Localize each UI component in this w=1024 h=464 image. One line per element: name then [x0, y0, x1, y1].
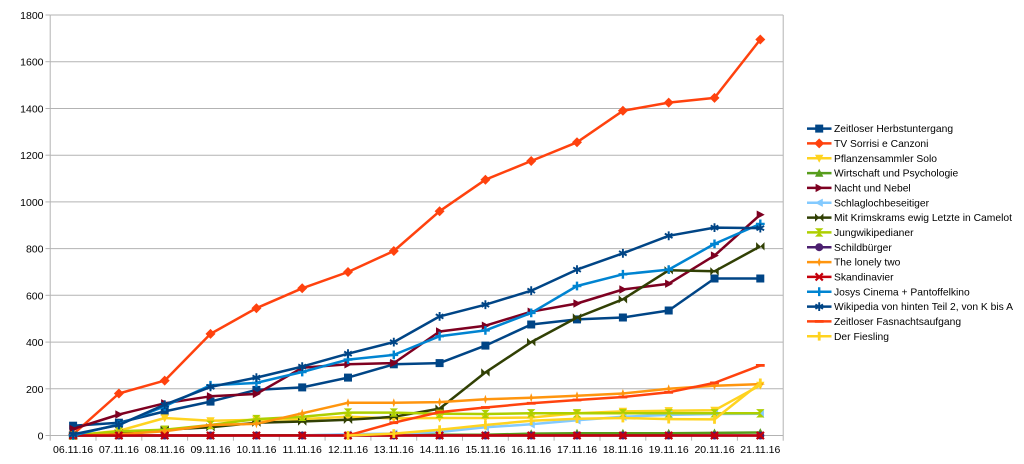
svg-text:14.11.16: 14.11.16 — [420, 444, 460, 456]
svg-text:Mit Krimskrams ewig Letzte in: Mit Krimskrams ewig Letzte in Camelot — [834, 213, 1012, 224]
svg-text:1200: 1200 — [20, 150, 44, 162]
svg-text:800: 800 — [26, 244, 44, 256]
svg-text:1400: 1400 — [20, 104, 44, 116]
svg-text:18.11.16: 18.11.16 — [603, 444, 643, 456]
svg-text:Wikipedia von hinten Teil 2, v: Wikipedia von hinten Teil 2, von K bis A — [834, 302, 1013, 313]
svg-text:200: 200 — [26, 384, 44, 396]
svg-text:Jungwikipedianer: Jungwikipedianer — [834, 228, 914, 239]
svg-text:06.11.16: 06.11.16 — [53, 444, 93, 456]
svg-text:Wirtschaft und Psychologie: Wirtschaft und Psychologie — [834, 169, 958, 180]
svg-text:Skandinavier: Skandinavier — [834, 273, 894, 284]
svg-text:19.11.16: 19.11.16 — [649, 444, 689, 456]
svg-text:1600: 1600 — [20, 57, 44, 69]
svg-text:600: 600 — [26, 290, 44, 302]
svg-text:12.11.16: 12.11.16 — [328, 444, 368, 456]
svg-text:Schlaglochbeseitiger: Schlaglochbeseitiger — [834, 198, 930, 209]
svg-text:20.11.16: 20.11.16 — [694, 444, 734, 456]
svg-text:Zeitloser Herbstuntergang: Zeitloser Herbstuntergang — [834, 124, 953, 135]
svg-text:21.11.16: 21.11.16 — [740, 444, 780, 456]
svg-text:16.11.16: 16.11.16 — [511, 444, 551, 456]
svg-text:0: 0 — [38, 431, 44, 443]
svg-text:TV Sorrisi e Canzoni: TV Sorrisi e Canzoni — [834, 139, 928, 150]
svg-text:17.11.16: 17.11.16 — [557, 444, 597, 456]
svg-text:1800: 1800 — [20, 10, 44, 22]
svg-text:Schildbürger: Schildbürger — [834, 243, 892, 254]
svg-text:400: 400 — [26, 337, 44, 349]
svg-text:The lonely two: The lonely two — [834, 258, 901, 269]
svg-text:Nacht und Nebel: Nacht und Nebel — [834, 184, 911, 195]
svg-text:Josys Cinema + Pantoffelkino: Josys Cinema + Pantoffelkino — [834, 287, 970, 298]
svg-text:Der Fiesling: Der Fiesling — [834, 332, 889, 343]
svg-text:1000: 1000 — [20, 197, 44, 209]
svg-text:07.11.16: 07.11.16 — [99, 444, 139, 456]
svg-text:Pflanzensammler Solo: Pflanzensammler Solo — [834, 154, 937, 165]
svg-text:13.11.16: 13.11.16 — [374, 444, 414, 456]
svg-text:08.11.16: 08.11.16 — [145, 444, 185, 456]
svg-text:Zeitloser Fasnachtsaufgang: Zeitloser Fasnachtsaufgang — [834, 317, 961, 328]
svg-text:15.11.16: 15.11.16 — [465, 444, 505, 456]
svg-text:11.11.16: 11.11.16 — [283, 444, 322, 456]
svg-text:09.11.16: 09.11.16 — [190, 444, 230, 456]
svg-text:10.11.16: 10.11.16 — [236, 444, 276, 456]
